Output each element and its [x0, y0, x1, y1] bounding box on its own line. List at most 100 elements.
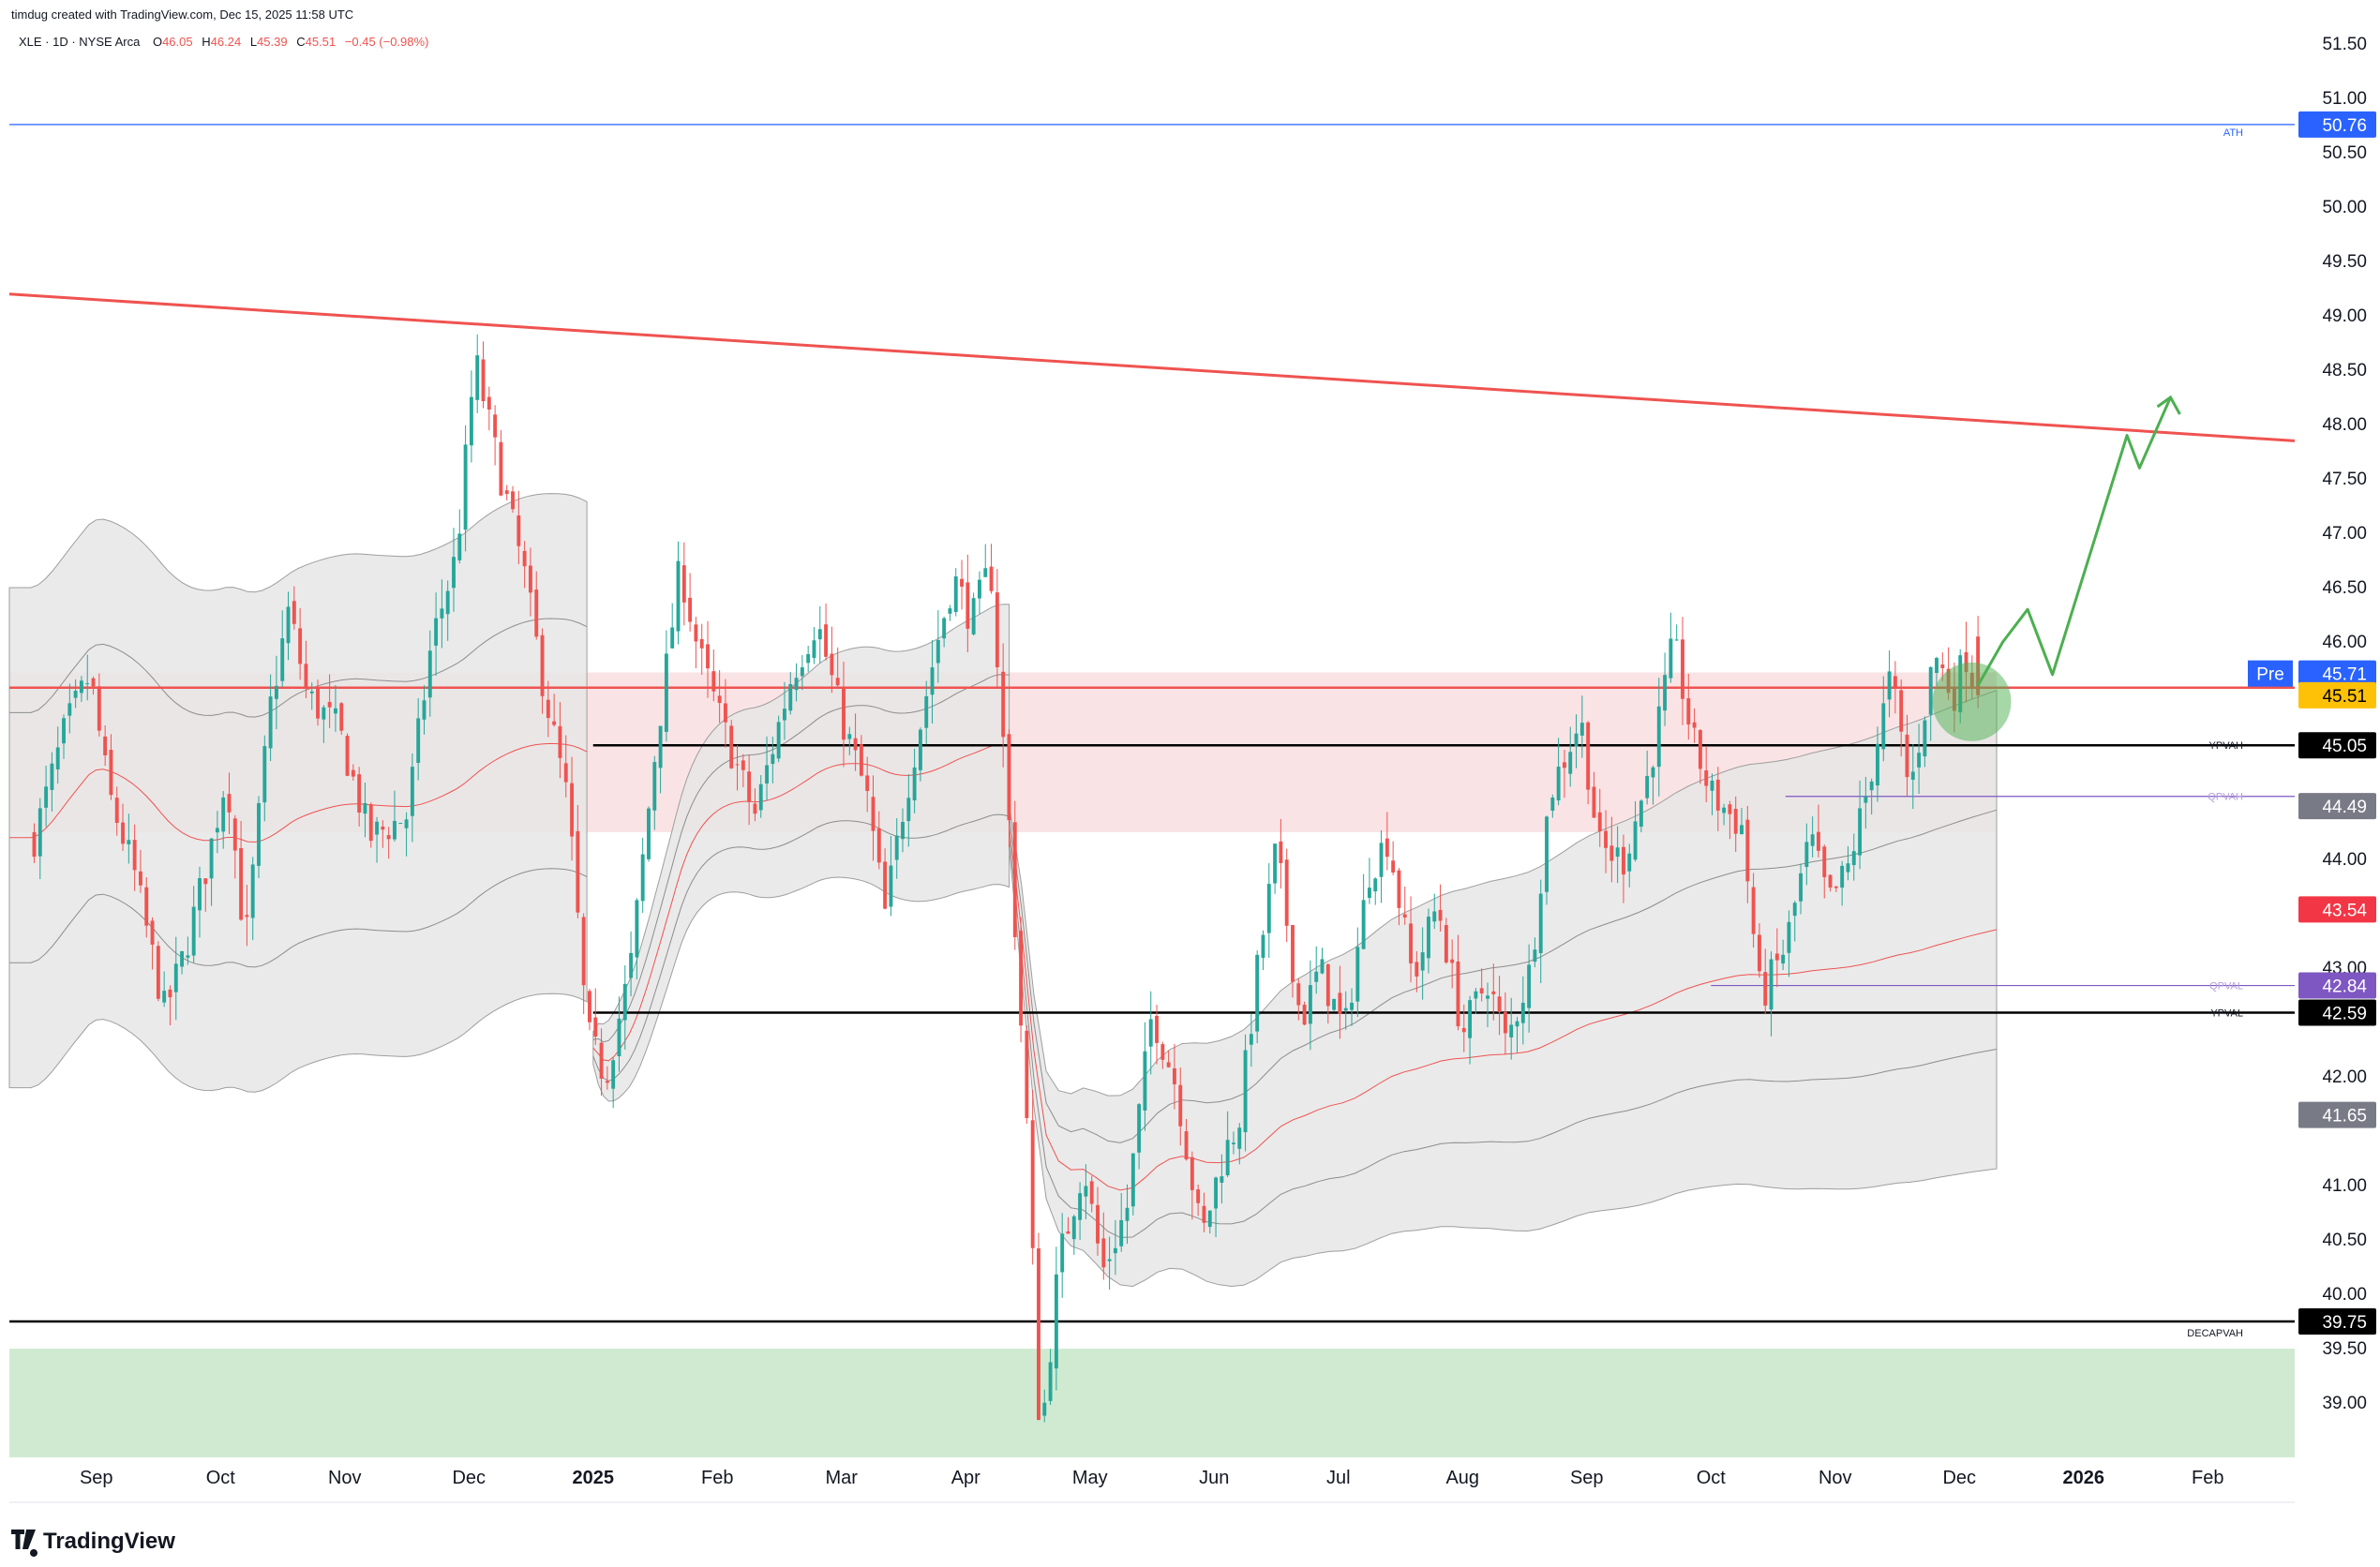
candle[interactable] [499, 441, 503, 496]
candle[interactable] [1468, 1000, 1473, 1038]
candle[interactable] [924, 695, 929, 728]
candle[interactable] [1935, 658, 1938, 674]
candle[interactable] [1130, 1153, 1135, 1207]
candle[interactable] [1774, 953, 1779, 961]
candle[interactable] [978, 579, 981, 599]
candle[interactable] [664, 653, 668, 732]
candle[interactable] [859, 744, 863, 776]
candle[interactable] [1025, 1030, 1029, 1118]
candle[interactable] [1550, 797, 1555, 811]
candle[interactable] [681, 565, 686, 603]
candle[interactable] [1119, 1219, 1124, 1246]
candle[interactable] [1355, 947, 1360, 1002]
candle[interactable] [168, 989, 172, 998]
candle[interactable] [452, 557, 456, 589]
candle[interactable] [1751, 887, 1756, 934]
candle[interactable] [865, 775, 870, 791]
candle[interactable] [1722, 807, 1727, 813]
candle[interactable] [67, 703, 72, 716]
candle[interactable] [209, 838, 214, 879]
candle[interactable] [1420, 952, 1425, 971]
candle[interactable] [1704, 770, 1709, 786]
candle[interactable] [1237, 1127, 1242, 1149]
candle[interactable] [1184, 1131, 1189, 1159]
candle[interactable] [203, 878, 208, 885]
candle[interactable] [617, 1018, 621, 1056]
candle[interactable] [351, 769, 355, 777]
candle[interactable] [416, 718, 421, 763]
candle[interactable] [629, 952, 634, 978]
candle[interactable] [817, 629, 822, 640]
candle[interactable] [894, 835, 899, 860]
candle[interactable] [960, 578, 964, 587]
candle[interactable] [889, 865, 893, 907]
candle[interactable] [717, 695, 722, 704]
candle[interactable] [540, 634, 545, 696]
candle[interactable] [1509, 1024, 1514, 1037]
candle[interactable] [534, 589, 539, 637]
candle[interactable] [800, 667, 804, 677]
candle[interactable] [1427, 917, 1430, 959]
candle[interactable] [1207, 1210, 1212, 1228]
candle[interactable] [1822, 846, 1827, 877]
candle[interactable] [298, 628, 303, 664]
candle[interactable] [1745, 819, 1750, 882]
candle[interactable] [1851, 851, 1856, 866]
candle[interactable] [1858, 808, 1863, 856]
candle[interactable] [1627, 853, 1632, 872]
candle[interactable] [552, 721, 557, 725]
candle[interactable] [257, 802, 261, 866]
candle[interactable] [221, 797, 226, 832]
candle[interactable] [73, 691, 78, 698]
candle[interactable] [180, 950, 185, 967]
candle[interactable] [1864, 796, 1868, 803]
candle[interactable] [162, 991, 167, 1003]
candle[interactable] [747, 771, 752, 802]
candle[interactable] [44, 786, 49, 808]
candle[interactable] [1881, 703, 1886, 750]
candle[interactable] [1940, 664, 1945, 668]
candle[interactable] [723, 703, 727, 723]
candle[interactable] [1397, 870, 1401, 908]
candle[interactable] [1515, 1021, 1519, 1027]
candle[interactable] [1155, 1015, 1159, 1043]
candle[interactable] [132, 840, 137, 871]
candle[interactable] [393, 820, 397, 840]
candle[interactable] [1533, 949, 1537, 963]
candle[interactable] [741, 760, 745, 770]
candle[interactable] [1249, 1034, 1253, 1045]
candle[interactable] [427, 650, 432, 698]
candle[interactable] [1273, 843, 1278, 884]
candle[interactable] [463, 444, 468, 530]
candle[interactable] [576, 830, 580, 913]
price-axis[interactable] [2295, 0, 2380, 1567]
candle[interactable] [948, 608, 952, 614]
candle[interactable] [1214, 1177, 1219, 1209]
candle[interactable] [1071, 1216, 1076, 1240]
candle[interactable] [1391, 860, 1396, 873]
candle[interactable] [1385, 838, 1389, 858]
candle[interactable] [1893, 676, 1897, 688]
candle[interactable] [611, 1060, 616, 1089]
candle[interactable] [1479, 988, 1484, 994]
candle[interactable] [1474, 991, 1478, 999]
candle[interactable] [375, 821, 380, 835]
candle[interactable] [333, 708, 337, 714]
candle[interactable] [581, 917, 586, 986]
candle[interactable] [1692, 722, 1697, 728]
candle[interactable] [109, 750, 113, 796]
candle[interactable] [475, 355, 480, 400]
candle[interactable] [1196, 1189, 1201, 1203]
candle[interactable] [1763, 972, 1768, 1007]
candle[interactable] [1343, 1007, 1348, 1011]
candle[interactable] [1728, 804, 1732, 814]
candle[interactable] [1769, 959, 1774, 1010]
candle[interactable] [842, 687, 846, 740]
projection-path[interactable] [1976, 396, 2172, 687]
candle[interactable] [1279, 841, 1283, 863]
candle[interactable] [1876, 743, 1879, 786]
candle[interactable] [1604, 830, 1608, 848]
candle[interactable] [1586, 722, 1591, 790]
candle[interactable] [422, 700, 427, 720]
candle[interactable] [706, 644, 710, 669]
